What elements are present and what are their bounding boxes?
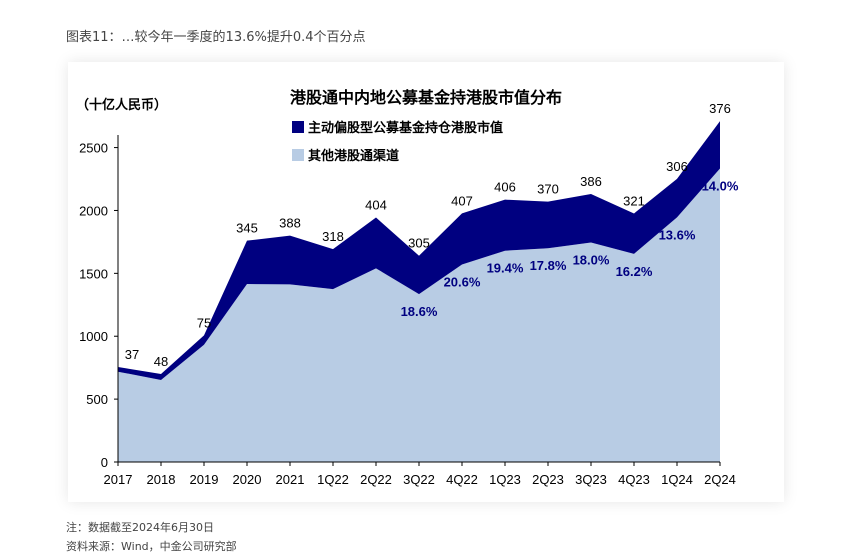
y-tick-label: 2000 xyxy=(79,203,108,218)
x-tick-label: 3Q23 xyxy=(575,472,607,487)
share-percent-label: 19.4% xyxy=(487,261,524,276)
active-value-label: 75 xyxy=(197,315,211,330)
footnotes: 注：数据截至2024年6月30日 资料来源：Wind，中金公司研究部 xyxy=(66,518,237,556)
legend-swatch xyxy=(292,121,304,133)
x-tick-label: 2017 xyxy=(104,472,133,487)
x-tick-label: 2Q23 xyxy=(532,472,564,487)
x-tick-label: 4Q23 xyxy=(618,472,650,487)
legend-swatch xyxy=(292,149,304,161)
active-value-label: 370 xyxy=(537,182,559,197)
x-tick-label: 2Q22 xyxy=(360,472,392,487)
active-value-label: 48 xyxy=(154,354,168,369)
active-value-label: 321 xyxy=(623,193,645,208)
x-tick-label: 1Q22 xyxy=(317,472,349,487)
x-tick-label: 2021 xyxy=(276,472,305,487)
active-value-label: 305 xyxy=(408,236,430,251)
active-value-label: 406 xyxy=(494,180,516,195)
share-percent-label: 13.6% xyxy=(659,227,696,242)
x-tick-label: 1Q24 xyxy=(661,472,693,487)
active-value-label: 345 xyxy=(236,221,258,236)
legend-label: 主动偏股型公募基金持仓港股市值 xyxy=(308,120,503,135)
active-value-label: 37 xyxy=(125,347,139,362)
chart-title: 港股通中内地公募基金持港股市值分布 xyxy=(290,88,562,107)
y-tick-label: 1000 xyxy=(79,329,108,344)
active-value-label: 404 xyxy=(365,198,387,213)
active-value-label: 306 xyxy=(666,159,688,174)
x-tick-label: 2020 xyxy=(233,472,262,487)
y-tick-label: 0 xyxy=(101,455,108,470)
x-tick-label: 2Q24 xyxy=(704,472,736,487)
x-tick-label: 4Q22 xyxy=(446,472,478,487)
share-percent-label: 20.6% xyxy=(444,275,481,290)
x-tick-label: 3Q22 xyxy=(403,472,435,487)
y-axis-label: （十亿人民币） xyxy=(76,97,167,112)
active-value-label: 376 xyxy=(709,101,731,116)
y-tick-label: 2500 xyxy=(79,141,108,156)
active-value-label: 407 xyxy=(451,193,473,208)
area-other-channels xyxy=(118,168,720,462)
y-tick-label: 500 xyxy=(86,392,108,407)
figure-caption: 图表11：…较今年一季度的13.6%提升0.4个百分点 xyxy=(66,30,366,45)
share-percent-label: 18.6% xyxy=(401,304,438,319)
active-value-label: 318 xyxy=(322,229,344,244)
share-percent-label: 17.8% xyxy=(530,258,567,273)
source-text: 资料来源：Wind，中金公司研究部 xyxy=(66,540,237,553)
note-text: 注：数据截至2024年6月30日 xyxy=(66,521,214,534)
share-percent-label: 14.0% xyxy=(702,178,739,193)
x-tick-label: 1Q23 xyxy=(489,472,521,487)
share-percent-label: 16.2% xyxy=(616,264,653,279)
share-percent-label: 18.0% xyxy=(573,253,610,268)
legend-label: 其他港股通渠道 xyxy=(308,148,399,163)
y-tick-label: 1500 xyxy=(79,266,108,281)
x-tick-label: 2019 xyxy=(190,472,219,487)
active-value-label: 386 xyxy=(580,174,602,189)
active-value-label: 388 xyxy=(279,216,301,231)
x-tick-label: 2018 xyxy=(147,472,176,487)
